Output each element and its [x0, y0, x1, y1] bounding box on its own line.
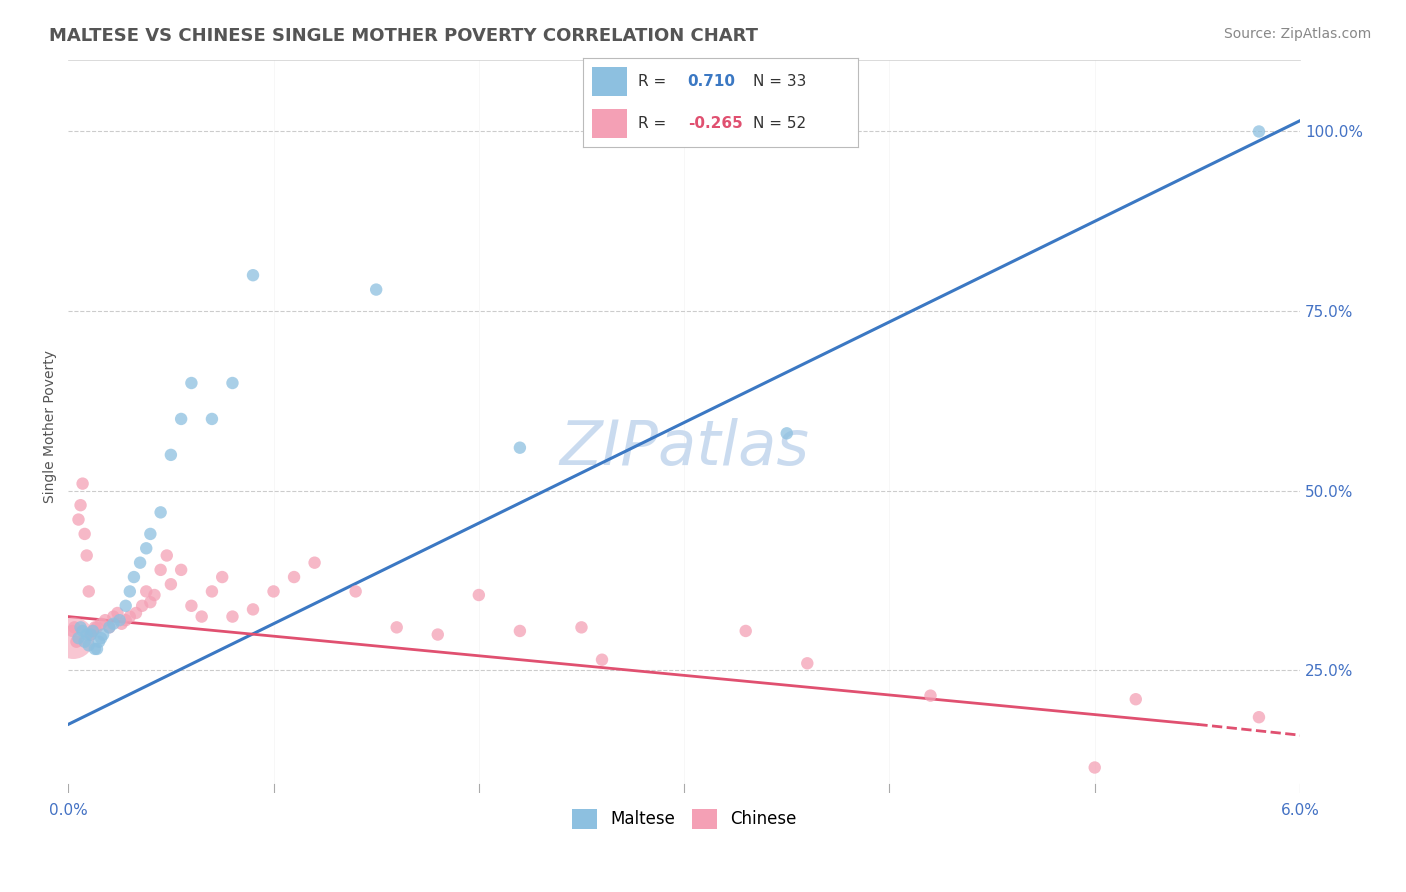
Point — [920, 689, 942, 703]
Point — [776, 426, 799, 441]
FancyBboxPatch shape — [592, 109, 627, 138]
Text: 0.710: 0.710 — [688, 74, 735, 89]
Point — [80, 627, 103, 641]
Text: R =: R = — [638, 116, 666, 131]
Point — [118, 584, 141, 599]
Point — [103, 616, 125, 631]
Point — [1125, 692, 1147, 706]
Text: MALTESE VS CHINESE SINGLE MOTHER POVERTY CORRELATION CHART: MALTESE VS CHINESE SINGLE MOTHER POVERTY… — [49, 27, 758, 45]
Text: N = 52: N = 52 — [754, 116, 807, 131]
Point — [201, 584, 224, 599]
Point — [1247, 710, 1270, 724]
Point — [73, 527, 96, 541]
Point — [82, 624, 104, 638]
Point — [94, 613, 117, 627]
Point — [160, 448, 183, 462]
Point — [221, 609, 243, 624]
Point — [86, 620, 108, 634]
Point — [344, 584, 367, 599]
Point — [242, 268, 264, 283]
Point — [80, 627, 103, 641]
Point — [72, 624, 94, 638]
Point — [91, 627, 114, 641]
Point — [242, 602, 264, 616]
Point — [385, 620, 408, 634]
Point — [201, 412, 224, 426]
Point — [180, 376, 202, 390]
Point — [69, 498, 91, 512]
Point — [571, 620, 593, 634]
Point — [67, 631, 90, 645]
Point — [114, 599, 136, 613]
Point — [796, 657, 818, 671]
Point — [98, 620, 121, 634]
Point — [734, 624, 756, 638]
Point — [283, 570, 305, 584]
Point — [143, 588, 166, 602]
Point — [180, 599, 202, 613]
Point — [426, 627, 449, 641]
Text: -0.265: -0.265 — [688, 116, 742, 131]
Point — [509, 624, 531, 638]
Point — [110, 616, 132, 631]
Point — [86, 641, 108, 656]
Point — [108, 613, 131, 627]
Point — [135, 584, 157, 599]
Text: Source: ZipAtlas.com: Source: ZipAtlas.com — [1223, 27, 1371, 41]
Text: ZIPatlas: ZIPatlas — [560, 418, 808, 478]
Point — [131, 599, 153, 613]
Point — [509, 441, 531, 455]
Point — [125, 606, 148, 620]
Point — [103, 609, 125, 624]
Point — [107, 606, 129, 620]
Point — [84, 620, 107, 634]
Point — [87, 634, 110, 648]
Point — [468, 588, 491, 602]
Point — [139, 527, 162, 541]
Point — [591, 653, 613, 667]
Point — [211, 570, 233, 584]
Point — [149, 563, 172, 577]
Point — [122, 570, 145, 584]
Point — [98, 620, 121, 634]
Legend: Maltese, Chinese: Maltese, Chinese — [565, 802, 803, 836]
Point — [76, 627, 98, 641]
Point — [73, 634, 96, 648]
Point — [76, 549, 98, 563]
Point — [77, 584, 100, 599]
Point — [82, 624, 104, 638]
Point — [77, 638, 100, 652]
Point — [60, 624, 83, 638]
Point — [90, 631, 112, 645]
Point — [72, 476, 94, 491]
Point — [1247, 124, 1270, 138]
FancyBboxPatch shape — [592, 67, 627, 96]
Point — [129, 556, 152, 570]
Point — [170, 412, 193, 426]
Point — [118, 609, 141, 624]
Point — [65, 634, 87, 648]
Point — [160, 577, 183, 591]
Point — [156, 549, 179, 563]
Point — [84, 641, 107, 656]
Point — [304, 556, 326, 570]
Point — [366, 283, 388, 297]
Point — [139, 595, 162, 609]
Point — [263, 584, 285, 599]
Point — [90, 616, 112, 631]
Point — [221, 376, 243, 390]
Text: N = 33: N = 33 — [754, 74, 807, 89]
Point — [170, 563, 193, 577]
Point — [62, 631, 84, 645]
Text: R =: R = — [638, 74, 666, 89]
Y-axis label: Single Mother Poverty: Single Mother Poverty — [44, 350, 58, 502]
Point — [67, 512, 90, 526]
Point — [135, 541, 157, 556]
Point — [1084, 760, 1107, 774]
Point — [190, 609, 212, 624]
Point — [63, 620, 86, 634]
Point — [114, 613, 136, 627]
Point — [69, 620, 91, 634]
Point — [149, 505, 172, 519]
